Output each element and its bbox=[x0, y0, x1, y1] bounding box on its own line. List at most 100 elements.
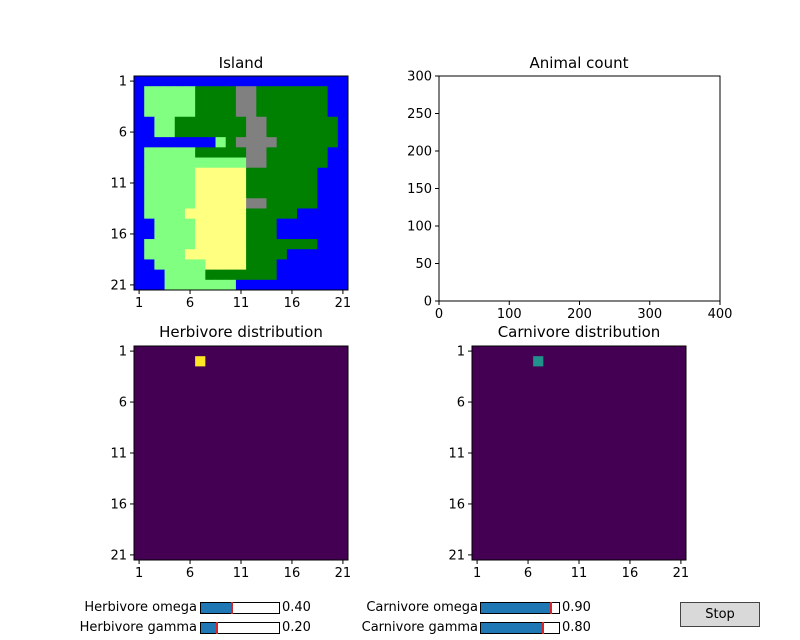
island-cell bbox=[307, 249, 318, 260]
island-cell bbox=[195, 106, 206, 118]
slider-handle[interactable] bbox=[550, 602, 553, 614]
island-cell bbox=[134, 106, 145, 118]
island-cell bbox=[215, 279, 227, 291]
island-cell bbox=[195, 239, 206, 250]
island-cell bbox=[225, 137, 237, 148]
island-cell bbox=[307, 96, 318, 108]
island-cell bbox=[256, 76, 267, 87]
island-cell bbox=[246, 147, 257, 159]
island-cell bbox=[307, 239, 318, 250]
island-cell bbox=[337, 208, 349, 220]
island-cell bbox=[174, 157, 186, 169]
y-tick-label: 200 bbox=[407, 145, 432, 160]
island-cell bbox=[307, 269, 318, 281]
island-cell bbox=[144, 126, 155, 138]
island-cell bbox=[286, 279, 298, 291]
herbivore-gamma-slider[interactable] bbox=[200, 622, 280, 634]
island-cell bbox=[225, 96, 237, 108]
island-cell bbox=[266, 126, 278, 138]
island-cell bbox=[215, 106, 227, 118]
island-cell bbox=[174, 147, 186, 159]
island-cell bbox=[184, 208, 196, 220]
island-cell bbox=[144, 208, 155, 220]
island-cell bbox=[266, 208, 278, 220]
plot-frame bbox=[438, 75, 721, 302]
island-cell bbox=[215, 188, 227, 199]
island-cell bbox=[246, 239, 257, 250]
island-cell bbox=[256, 96, 267, 108]
island-cell bbox=[297, 249, 308, 260]
y-tick-label: 21 bbox=[110, 278, 127, 293]
island-cell bbox=[225, 116, 237, 128]
island-cell bbox=[184, 188, 196, 199]
carnivore-omega-label: Carnivore omega bbox=[366, 600, 478, 615]
island-cell bbox=[154, 86, 166, 97]
island-cell bbox=[154, 126, 166, 138]
x-tick-label: 6 bbox=[524, 566, 532, 581]
island-cell bbox=[195, 269, 206, 281]
carnivore-gamma-value: 0.80 bbox=[562, 620, 591, 635]
island-cell bbox=[225, 249, 237, 260]
island-cell bbox=[164, 76, 176, 87]
island-cell bbox=[184, 147, 196, 159]
island-cell bbox=[276, 147, 288, 159]
island-cell bbox=[225, 177, 237, 189]
carnivore-omega-slider[interactable] bbox=[480, 602, 560, 614]
island-cell bbox=[266, 147, 278, 159]
y-tick-label: 6 bbox=[457, 396, 465, 411]
island-cell bbox=[307, 137, 318, 148]
island-cell bbox=[286, 157, 298, 169]
island-cell bbox=[327, 157, 339, 169]
slider-fill bbox=[481, 603, 552, 613]
island-cell bbox=[337, 198, 349, 209]
island-cell bbox=[256, 269, 267, 281]
island-cell bbox=[154, 259, 166, 271]
island-cell bbox=[286, 76, 298, 87]
herbivore-gamma-label: Herbivore gamma bbox=[79, 620, 197, 635]
island-cell bbox=[144, 188, 155, 199]
island-cell bbox=[286, 86, 298, 97]
island-cell bbox=[276, 86, 288, 97]
island-cell bbox=[164, 228, 176, 240]
island-cell bbox=[246, 208, 257, 220]
island-cell bbox=[286, 177, 298, 189]
island-cell bbox=[205, 208, 217, 220]
herbivore-omega-slider[interactable] bbox=[200, 602, 280, 614]
island-cell bbox=[317, 137, 329, 148]
island-cell bbox=[327, 188, 339, 199]
carnivore-gamma-slider[interactable] bbox=[480, 622, 560, 634]
island-cell bbox=[307, 198, 318, 209]
island-cell bbox=[154, 157, 166, 169]
x-tick-label: 21 bbox=[335, 296, 352, 311]
island-cell bbox=[154, 167, 166, 179]
x-tick-label: 6 bbox=[186, 566, 194, 581]
heatmap-background bbox=[134, 346, 348, 560]
slider-handle[interactable] bbox=[231, 602, 234, 614]
stop-button[interactable]: Stop bbox=[680, 602, 760, 627]
island-cell bbox=[154, 228, 166, 240]
island-cell bbox=[337, 126, 349, 138]
slider-handle[interactable] bbox=[215, 622, 218, 634]
island-cell bbox=[317, 96, 329, 108]
island-cell bbox=[174, 279, 186, 291]
island-cell bbox=[144, 86, 155, 97]
island-cell bbox=[205, 198, 217, 209]
island-cell bbox=[134, 126, 145, 138]
island-cell bbox=[307, 86, 318, 97]
slider-handle[interactable] bbox=[542, 622, 545, 634]
island-cell bbox=[337, 249, 349, 260]
x-tick-label: 11 bbox=[233, 566, 250, 581]
island-cell bbox=[327, 228, 339, 240]
x-tick-label: 400 bbox=[708, 307, 733, 322]
island-cell bbox=[327, 208, 339, 220]
carnivore-gamma-label: Carnivore gamma bbox=[361, 620, 478, 635]
island-cell bbox=[256, 137, 267, 148]
island-cell bbox=[154, 218, 166, 230]
island-cell bbox=[246, 157, 257, 169]
island-cell bbox=[184, 259, 196, 271]
x-tick-label: 16 bbox=[622, 566, 639, 581]
island-cell bbox=[276, 116, 288, 128]
island-cell bbox=[195, 249, 206, 260]
island-cell bbox=[184, 279, 196, 291]
